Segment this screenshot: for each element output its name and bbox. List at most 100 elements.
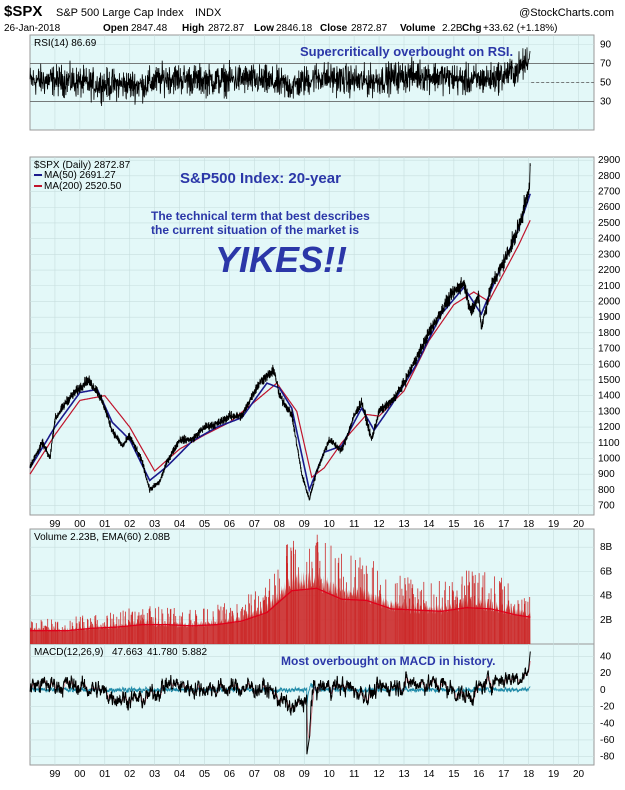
- price-legend: $SPX (Daily) 2872.87: [34, 160, 131, 171]
- price-tick-label: 700: [598, 501, 615, 512]
- macd-legend-value: 47.663: [112, 647, 143, 658]
- macd-x-tick-label: 13: [398, 769, 410, 780]
- price-tick-label: 800: [598, 485, 615, 496]
- price-x-tick-label: 99: [49, 519, 61, 530]
- close-label: Close: [320, 23, 348, 34]
- price-x-tick-label: 05: [199, 519, 211, 530]
- rsi-tick-label: 70: [600, 59, 612, 70]
- macd-x-tick-label: 05: [199, 769, 211, 780]
- price-x-tick-label: 12: [374, 519, 386, 530]
- macd-x-tick-label: 07: [249, 769, 261, 780]
- price-tick-label: 1000: [598, 453, 621, 464]
- price-annotation-line2: the current situation of the market is: [151, 223, 359, 237]
- price-tick-label: 2200: [598, 265, 621, 276]
- macd-x-tick-label: 14: [423, 769, 435, 780]
- macd-x-tick-label: 20: [573, 769, 585, 780]
- macd-x-tick-label: 18: [523, 769, 535, 780]
- macd-x-tick-label: 01: [99, 769, 111, 780]
- price-tick-label: 1200: [598, 422, 621, 433]
- price-x-tick-label: 00: [74, 519, 86, 530]
- macd-x-tick-label: 04: [174, 769, 186, 780]
- macd-x-tick-label: 99: [49, 769, 61, 780]
- macd-x-tick-label: 09: [299, 769, 311, 780]
- macd-tick-label: 20: [600, 668, 612, 679]
- price-tick-label: 1500: [598, 375, 621, 386]
- ma50-legend: MA(50) 2691.27: [44, 170, 116, 181]
- macd-x-tick-label: 16: [473, 769, 485, 780]
- price-x-tick-label: 07: [249, 519, 261, 530]
- macd-x-tick-label: 11: [349, 769, 360, 780]
- chg-value: +33.62 (+1.18%): [483, 23, 558, 34]
- volume-label: Volume: [400, 23, 436, 34]
- price-tick-label: 2400: [598, 234, 621, 245]
- macd-x-tick-label: 19: [548, 769, 560, 780]
- price-tick-label: 2300: [598, 249, 621, 260]
- macd-x-tick-label: 03: [149, 769, 161, 780]
- price-tick-label: 1700: [598, 344, 621, 355]
- macd-x-tick-label: 15: [448, 769, 460, 780]
- rsi-tick-label: 30: [600, 97, 612, 108]
- price-x-tick-label: 01: [99, 519, 111, 530]
- data-layer: [29, 47, 594, 755]
- macd-x-tick-label: 08: [274, 769, 286, 780]
- price-x-tick-label: 09: [299, 519, 311, 530]
- price-tick-label: 1800: [598, 328, 621, 339]
- index-name: S&P 500 Large Cap Index: [56, 7, 184, 19]
- macd-legend-hist: 5.882: [182, 647, 207, 658]
- volume-tick-label: 6B: [600, 566, 613, 577]
- rsi-tick-label: 50: [600, 78, 612, 89]
- open-label: Open: [103, 23, 129, 34]
- price-line: [29, 163, 531, 501]
- price-x-tick-label: 18: [523, 519, 535, 530]
- volume-ema-line: [30, 587, 531, 632]
- price-x-tick-label: 10: [324, 519, 336, 530]
- rsi-line: [29, 47, 531, 107]
- close-value: 2872.87: [351, 23, 388, 34]
- macd-x-tick-label: 10: [324, 769, 336, 780]
- macd-x-tick-label: 06: [224, 769, 236, 780]
- price-x-tick-label: 14: [423, 519, 435, 530]
- price-x-tick-label: 11: [349, 519, 360, 530]
- price-x-tick-label: 02: [124, 519, 136, 530]
- price-annotation-line1: The technical term that best describes: [151, 209, 370, 223]
- open-value: 2847.48: [131, 23, 168, 34]
- price-x-tick-label: 03: [149, 519, 161, 530]
- price-x-tick-label: 15: [448, 519, 460, 530]
- macd-tick-label: -60: [600, 735, 615, 746]
- price-panel: [29, 156, 595, 516]
- macd-legend-label: MACD(12,26,9): [34, 647, 103, 658]
- yikes-annotation: YIKES!!: [215, 239, 347, 280]
- ma200-legend: MA(200) 2520.50: [44, 181, 122, 192]
- symbol-title: $SPX: [4, 3, 42, 20]
- price-tick-label: 2500: [598, 218, 621, 229]
- macd-x-tick-label: 17: [498, 769, 510, 780]
- price-x-tick-label: 04: [174, 519, 186, 530]
- price-x-tick-label: 13: [398, 519, 410, 530]
- price-tick-label: 2700: [598, 187, 621, 198]
- stockcharts-watermark: @StockCharts.com: [519, 7, 614, 19]
- price-x-tick-label: 06: [224, 519, 236, 530]
- price-tick-label: 1600: [598, 359, 621, 370]
- rsi-tick-label: 90: [600, 40, 612, 51]
- rsi-annotation: Supercritically overbought on RSI.: [300, 44, 513, 59]
- rsi-legend: RSI(14) 86.69: [34, 38, 97, 49]
- low-label: Low: [254, 23, 274, 34]
- price-tick-label: 2000: [598, 296, 621, 307]
- price-tick-label: 2800: [598, 171, 621, 182]
- macd-tick-label: 0: [600, 685, 606, 696]
- macd-tick-label: -20: [600, 702, 615, 713]
- volume-tick-label: 4B: [600, 591, 613, 602]
- macd-x-tick-label: 12: [374, 769, 386, 780]
- price-tick-label: 1400: [598, 391, 621, 402]
- price-tick-label: 2600: [598, 202, 621, 213]
- macd-annotation: Most overbought on MACD in history.: [281, 654, 495, 668]
- price-tick-label: 900: [598, 469, 615, 480]
- volume-value: 2.2B: [442, 23, 463, 34]
- volume-tick-label: 8B: [600, 542, 613, 553]
- price-x-tick-label: 20: [573, 519, 585, 530]
- price-x-tick-label: 08: [274, 519, 286, 530]
- price-tick-label: 2900: [598, 155, 621, 166]
- macd-legend-signal: 41.780: [147, 647, 178, 658]
